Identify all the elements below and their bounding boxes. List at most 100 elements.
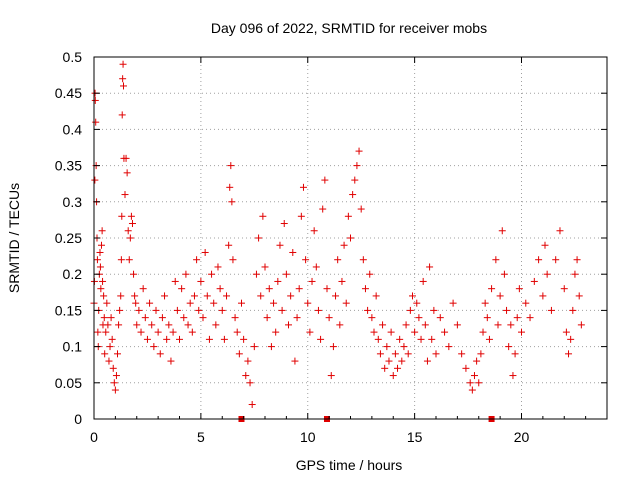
axis-ticks: 0 0.05 0.1 0.15 0.2 0.25 0.3 0.35 0.4 0.45 0.5 0 5 10… <box>55 49 607 445</box>
data-point <box>340 241 348 249</box>
data-point <box>123 169 131 177</box>
data-point <box>197 277 205 285</box>
data-point <box>127 212 135 220</box>
data-point <box>110 379 118 387</box>
data-point <box>244 357 252 365</box>
x-tick-label: 15 <box>407 429 423 445</box>
data-point <box>389 372 397 380</box>
data-point <box>118 111 126 119</box>
data-point <box>567 335 575 343</box>
data-point <box>509 372 517 380</box>
data-point <box>100 292 108 300</box>
data-point <box>171 277 179 285</box>
data-point <box>479 328 487 336</box>
data-point <box>359 256 367 264</box>
data-point <box>310 227 318 235</box>
data-point <box>323 285 331 293</box>
data-point <box>321 176 329 184</box>
data-point <box>161 292 169 300</box>
data-point <box>391 350 399 358</box>
data-point <box>106 343 114 351</box>
data-point <box>102 328 110 336</box>
x-axis-label: GPS time / hours <box>296 457 403 473</box>
grid-lines <box>94 57 607 419</box>
data-point <box>398 357 406 365</box>
data-point <box>214 263 222 271</box>
data-point <box>237 299 245 307</box>
data-point <box>216 285 224 293</box>
data-point <box>119 82 127 90</box>
data-point <box>569 306 577 314</box>
data-point <box>210 299 218 307</box>
data-point <box>312 263 320 271</box>
data-point <box>488 285 496 293</box>
data-point <box>503 306 511 314</box>
data-point <box>462 364 470 372</box>
data-point <box>226 183 234 191</box>
data-point <box>173 306 181 314</box>
data-point <box>218 306 226 314</box>
data-point <box>498 227 506 235</box>
data-point <box>118 212 126 220</box>
data-point <box>344 212 352 220</box>
data-point <box>158 314 166 322</box>
data-point <box>103 299 111 307</box>
data-point <box>304 299 312 307</box>
data-point <box>349 191 357 199</box>
data-point <box>250 343 258 351</box>
data-point <box>265 285 273 293</box>
data-point <box>565 350 573 358</box>
data-point <box>115 321 123 329</box>
data-point <box>100 314 108 322</box>
data-point <box>121 191 129 199</box>
data-point <box>541 241 549 249</box>
data-point <box>441 328 449 336</box>
data-point <box>148 321 156 329</box>
data-point <box>415 314 423 322</box>
data-point <box>261 263 269 271</box>
data-point <box>259 212 267 220</box>
data-point <box>329 343 337 351</box>
data-point <box>111 386 119 394</box>
data-point <box>562 328 570 336</box>
data-point <box>376 350 384 358</box>
data-point <box>124 227 132 235</box>
data-point <box>402 321 410 329</box>
y-tick-label: 0.5 <box>63 49 83 65</box>
data-point <box>270 299 278 307</box>
data-point <box>295 285 303 293</box>
data-point <box>374 335 382 343</box>
data-point <box>176 335 183 343</box>
y-tick-label: 0.2 <box>63 266 83 282</box>
data-point <box>227 162 235 170</box>
data-point <box>201 248 209 256</box>
y-tick-label: 0 <box>74 411 82 427</box>
data-point <box>205 335 213 343</box>
data-point <box>372 292 380 300</box>
data-point <box>500 270 508 278</box>
data-point <box>231 314 239 322</box>
data-point <box>122 154 130 162</box>
data-point <box>385 357 393 365</box>
data-point <box>186 299 194 307</box>
data-point <box>97 241 105 249</box>
data-point <box>109 364 117 372</box>
data-point <box>248 401 256 409</box>
data-point <box>263 314 271 322</box>
data-point <box>477 350 485 358</box>
data-point <box>507 321 515 329</box>
data-point <box>225 241 233 249</box>
data-point <box>357 205 365 213</box>
y-tick-label: 0.05 <box>55 375 82 391</box>
data-point <box>319 205 327 213</box>
chart-title: Day 096 of 2022, SRMTID for receiver mob… <box>211 20 487 36</box>
x-tick-label: 10 <box>300 429 316 445</box>
data-point <box>308 277 316 285</box>
data-point <box>130 270 138 278</box>
data-point <box>496 292 504 300</box>
data-point <box>229 256 237 264</box>
data-point <box>355 147 363 155</box>
data-point <box>117 256 125 264</box>
data-point <box>513 314 521 322</box>
data-point <box>141 314 149 322</box>
